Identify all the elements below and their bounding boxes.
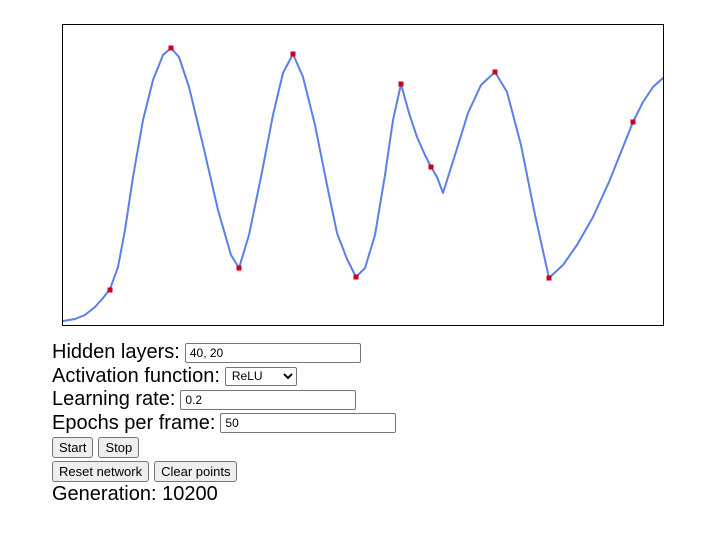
training-point-8 [492, 69, 498, 75]
learning-rate-row: Learning rate: [52, 388, 396, 412]
epochs-label: Epochs per frame: [52, 411, 216, 434]
start-button[interactable]: Start [52, 436, 94, 458]
training-point-3 [236, 265, 242, 271]
training-point-10 [630, 119, 636, 125]
generation-row: Generation: 10200 [52, 483, 396, 507]
epochs-input[interactable] [220, 413, 397, 434]
activation-row: Activation function: ReLU [52, 365, 396, 389]
activation-label: Activation function: [52, 364, 220, 387]
learning-rate-label: Learning rate: [52, 388, 176, 410]
training-point-9 [546, 275, 552, 281]
training-point-2 [168, 45, 174, 51]
training-point-5 [353, 274, 359, 280]
training-point-4 [290, 51, 296, 57]
plot-svg[interactable] [63, 25, 663, 325]
hidden-layers-label: Hidden layers: [52, 341, 180, 363]
hidden-layers-row: Hidden layers: [52, 341, 396, 365]
training-point-7 [428, 164, 434, 170]
clear-points-button[interactable]: Clear points [154, 460, 238, 482]
run-buttons-row: Start Stop [52, 435, 396, 459]
learning-rate-input[interactable] [180, 389, 357, 410]
stop-button[interactable]: Stop [98, 436, 140, 458]
hidden-layers-input[interactable] [184, 342, 361, 363]
generation-label: Generation: [52, 483, 157, 506]
activation-select[interactable]: ReLU [224, 366, 297, 386]
training-point-1 [107, 287, 113, 293]
epochs-row: Epochs per frame: [52, 411, 397, 436]
reset-buttons-row: Reset network Clear points [52, 459, 396, 483]
reset-network-button[interactable]: Reset network [52, 460, 150, 482]
controls-panel: Hidden layers: Activation function: ReLU… [52, 341, 397, 507]
generation-value: 10200 [162, 483, 218, 506]
network-output-curve [63, 47, 663, 322]
plot-canvas[interactable] [62, 24, 664, 326]
training-point-6 [398, 81, 404, 87]
training-points [107, 45, 636, 293]
